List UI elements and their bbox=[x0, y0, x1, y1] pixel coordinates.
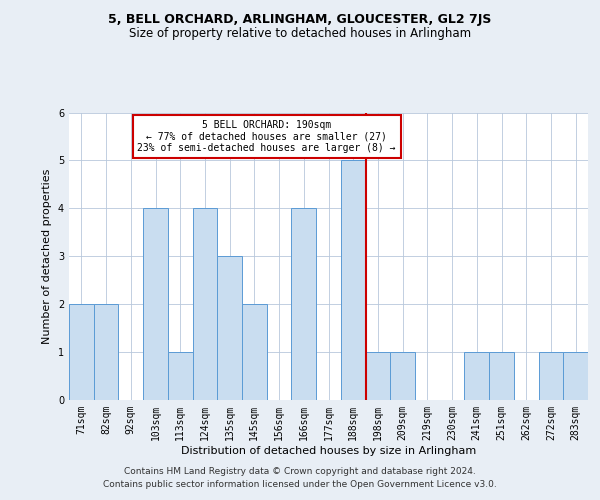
Bar bbox=[365, 352, 390, 400]
Bar bbox=[193, 208, 217, 400]
Y-axis label: Number of detached properties: Number of detached properties bbox=[43, 168, 52, 344]
Bar bbox=[341, 160, 365, 400]
Text: Contains public sector information licensed under the Open Government Licence v3: Contains public sector information licen… bbox=[103, 480, 497, 489]
Bar bbox=[217, 256, 242, 400]
Text: Size of property relative to detached houses in Arlingham: Size of property relative to detached ho… bbox=[129, 28, 471, 40]
Bar bbox=[94, 304, 118, 400]
Bar bbox=[69, 304, 94, 400]
Bar bbox=[292, 208, 316, 400]
Text: Contains HM Land Registry data © Crown copyright and database right 2024.: Contains HM Land Registry data © Crown c… bbox=[124, 467, 476, 476]
Bar bbox=[390, 352, 415, 400]
Bar bbox=[143, 208, 168, 400]
Bar bbox=[489, 352, 514, 400]
Bar bbox=[464, 352, 489, 400]
Bar bbox=[242, 304, 267, 400]
Bar bbox=[563, 352, 588, 400]
X-axis label: Distribution of detached houses by size in Arlingham: Distribution of detached houses by size … bbox=[181, 446, 476, 456]
Bar bbox=[168, 352, 193, 400]
Text: 5, BELL ORCHARD, ARLINGHAM, GLOUCESTER, GL2 7JS: 5, BELL ORCHARD, ARLINGHAM, GLOUCESTER, … bbox=[109, 12, 491, 26]
Bar bbox=[539, 352, 563, 400]
Text: 5 BELL ORCHARD: 190sqm
← 77% of detached houses are smaller (27)
23% of semi-det: 5 BELL ORCHARD: 190sqm ← 77% of detached… bbox=[137, 120, 396, 153]
